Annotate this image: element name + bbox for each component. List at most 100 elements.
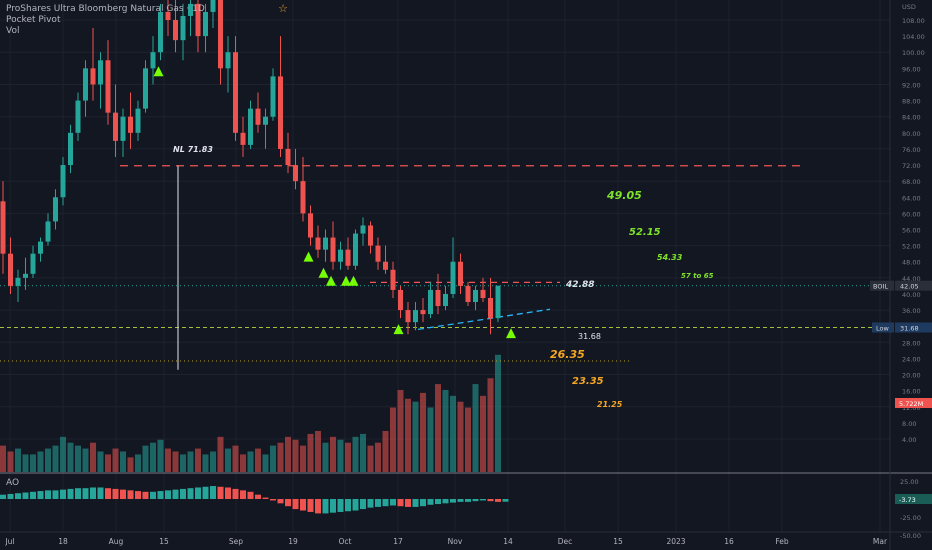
candle-body <box>83 68 88 101</box>
ao-bar <box>480 499 486 501</box>
ao-bar <box>307 499 314 512</box>
candle-body <box>240 132 246 145</box>
candle-body <box>270 76 276 117</box>
candle-body <box>255 108 261 125</box>
candlesticks[interactable]: ☆ <box>0 0 517 339</box>
volume-bar <box>120 451 126 472</box>
volume-bar <box>352 436 359 472</box>
symbol-title[interactable]: ProShares Ultra Bloomberg Natural Gas · … <box>6 4 205 14</box>
ao-indicator-label[interactable]: AO <box>6 478 20 488</box>
ao-bar <box>52 490 59 499</box>
volume-bar <box>360 433 366 472</box>
price-tick: 96.00 <box>902 65 921 73</box>
ao-badge-value: -3.73 <box>899 496 916 504</box>
volume-bar <box>277 442 284 472</box>
ao-bar <box>37 491 44 499</box>
ao-bar <box>135 491 141 499</box>
ao-bar <box>285 499 291 507</box>
ao-bar <box>457 499 464 502</box>
indicator-volume[interactable]: Vol <box>6 26 20 36</box>
time-tick: 2023 <box>666 537 685 546</box>
price-tick: USD <box>902 3 916 11</box>
volume-bar <box>450 395 456 472</box>
candle-body <box>330 237 336 262</box>
price-tick: 44.00 <box>902 275 921 283</box>
candle-body <box>488 297 493 319</box>
candle-body <box>150 52 156 69</box>
downside-target: 21.25 <box>597 400 623 409</box>
price-tick: 40.00 <box>902 291 921 299</box>
price-tick: 84.00 <box>902 114 921 122</box>
price-tick: 4.00 <box>902 436 916 444</box>
volume-bar <box>397 389 404 472</box>
ao-bar <box>232 488 239 499</box>
volume-bar <box>112 448 119 472</box>
candle-body <box>420 310 426 315</box>
volume-bar <box>232 445 239 472</box>
ao-bar <box>187 488 194 499</box>
annotation-lines <box>0 165 890 370</box>
ao-bar <box>270 499 276 501</box>
ao-bar <box>367 499 374 508</box>
downside-target: 23.35 <box>572 376 604 387</box>
volume-bar <box>45 448 51 472</box>
pocket-pivot-marker <box>348 275 359 286</box>
candle-body <box>338 249 343 262</box>
volume-bar <box>375 442 381 472</box>
ao-bar <box>45 490 51 499</box>
ao-bar <box>67 488 74 499</box>
ao-bar <box>420 499 426 507</box>
candle-body <box>158 11 163 53</box>
ao-bar <box>120 489 126 499</box>
candle-body <box>30 253 36 274</box>
candle-body <box>60 165 66 198</box>
candle-body <box>68 132 73 166</box>
candle-body <box>353 233 358 266</box>
low-badge-label: Low <box>876 324 889 332</box>
candle-body <box>53 197 58 222</box>
candle-body <box>390 269 396 290</box>
volume-bar <box>330 436 336 472</box>
pocket-pivot-marker <box>326 275 336 286</box>
ao-bar <box>345 499 351 512</box>
volume-bar <box>495 354 501 472</box>
symbol-badge-label: BOIL <box>873 283 888 291</box>
pocket-pivot-marker <box>153 66 164 77</box>
candle-body <box>480 289 486 298</box>
time-tick: Aug <box>109 537 124 546</box>
low-price-value: 31.68 <box>900 324 919 332</box>
price-tick: 8.00 <box>902 420 916 428</box>
volume-bar <box>442 389 449 472</box>
time-tick: 17 <box>393 537 403 546</box>
time-tick: 14 <box>503 537 513 546</box>
ao-bar <box>210 486 216 499</box>
ao-bar <box>487 499 494 502</box>
candle-body <box>143 68 148 109</box>
price-tick: 20.00 <box>902 372 921 380</box>
indicator-pocket-pivot[interactable]: Pocket Pivot <box>6 15 61 25</box>
candle-body <box>285 148 291 166</box>
volume-bar <box>465 407 471 472</box>
price-tick: 56.00 <box>902 227 921 235</box>
ao-bar <box>225 487 231 499</box>
candle-body <box>278 76 283 149</box>
volume-bar <box>225 448 231 472</box>
volume-bar <box>247 451 254 472</box>
price-tick: 64.00 <box>902 194 921 202</box>
volume-bar <box>157 439 164 472</box>
candle-body <box>210 0 216 12</box>
ao-bar <box>330 499 336 513</box>
candle-body <box>203 11 208 37</box>
volume-bar <box>75 445 81 472</box>
ao-bar <box>352 499 359 511</box>
pocket-pivot-marker <box>506 328 516 339</box>
ao-bar <box>262 497 269 499</box>
volume-bar <box>97 451 104 472</box>
volume-bar <box>255 448 261 472</box>
time-tick: Sep <box>229 537 243 546</box>
pocket-pivot-marker <box>318 267 329 278</box>
time-tick: 15 <box>159 537 169 546</box>
volume-bar <box>150 442 156 472</box>
volume-bar <box>90 442 96 472</box>
